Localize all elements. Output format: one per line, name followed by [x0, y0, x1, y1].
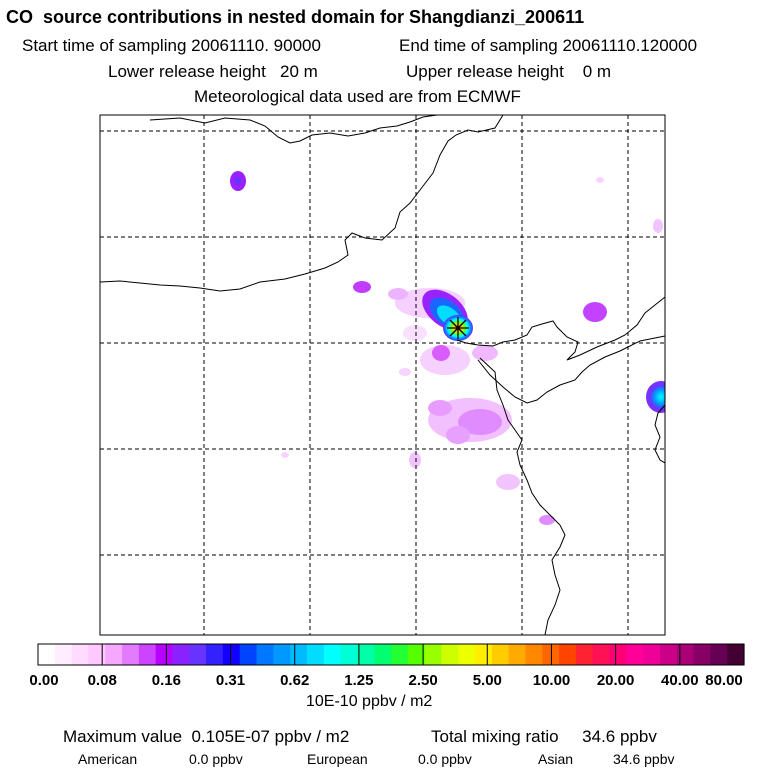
map-frame: [99, 114, 666, 636]
color-bar-swatch: [189, 644, 207, 665]
american-label: American: [78, 751, 138, 767]
color-bar-swatch: [508, 644, 527, 665]
color-bar-swatch: [391, 644, 409, 665]
color-bar-swatch: [458, 644, 476, 665]
color-bar-swatch: [609, 644, 627, 665]
color-bar-swatch: [575, 644, 594, 665]
start-time-label: Start time of sampling 20061110. 90000: [22, 36, 321, 55]
american-value: 0.0 ppbv: [189, 751, 243, 767]
color-bar-swatch: [441, 644, 459, 665]
color-bar-swatch: [105, 644, 123, 665]
color-bar-swatch: [357, 644, 375, 665]
color-bar-swatch: [626, 644, 644, 665]
color-bar: [38, 644, 745, 665]
met-data-label: Meteorological data used are from ECMWF: [194, 87, 521, 106]
color-bar-tick-label: 0.00: [29, 672, 59, 689]
lower-release-label: Lower release height 20 m: [108, 62, 318, 81]
color-bar-swatch: [323, 644, 342, 665]
color-bar-tick-label: 20.00: [596, 672, 635, 689]
color-bar-tick-label: 2.50: [408, 672, 438, 689]
plot-title: CO source contributions in nested domain…: [6, 7, 585, 27]
european-label: European: [307, 751, 368, 767]
coastlines-borders: [100, 115, 665, 635]
color-bar-swatch: [374, 644, 392, 665]
european-value: 0.0 ppbv: [418, 751, 472, 767]
color-bar-swatch: [239, 644, 258, 665]
color-bar-swatch: [592, 644, 611, 665]
color-bar-swatch: [122, 644, 140, 665]
color-bar-swatch: [273, 644, 291, 665]
color-bar-swatch: [559, 644, 577, 665]
color-bar-frame: [37, 643, 745, 666]
color-bar-swatch: [340, 644, 358, 665]
color-bar-tick-label: 0.31: [215, 672, 246, 689]
color-bar-tick-label: 1.25: [344, 672, 374, 689]
color-bar-swatch: [290, 644, 308, 665]
color-bar-swatch: [525, 644, 543, 665]
contribution-field: [230, 171, 665, 525]
color-bar-swatch: [643, 644, 661, 665]
color-bar-swatch: [88, 644, 106, 665]
color-bar-swatch: [38, 644, 56, 665]
color-bar-swatch: [693, 644, 711, 665]
color-bar-swatch: [727, 644, 745, 665]
map-content: [100, 115, 665, 635]
color-bar-tick-label: 40.00: [661, 672, 699, 689]
color-bar-tick-label: 0.62: [280, 672, 310, 689]
color-bar-swatch: [256, 644, 274, 665]
upper-release-label: Upper release height 0 m: [406, 62, 612, 81]
color-bar-swatch: [206, 644, 224, 665]
color-bar-tick-label: 10.00: [532, 672, 571, 689]
receptor-star-icon: [447, 317, 469, 339]
end-time-label: End time of sampling 20061110.120000: [399, 36, 698, 55]
color-bar-swatch: [138, 644, 157, 665]
color-bar-tick-label: 0.08: [87, 672, 117, 689]
asian-label: Asian: [538, 751, 574, 767]
lat-lon-grid: [100, 115, 665, 635]
color-bar-swatch: [659, 644, 678, 665]
color-bar-swatch: [222, 644, 241, 665]
color-bar-swatch: [710, 644, 728, 665]
color-bar-tick-label: 5.00: [472, 672, 502, 689]
color-bar-units: 10E-10 ppbv / m2: [306, 693, 433, 710]
color-bar-dividers: [101, 644, 681, 665]
maximum-value-label: Maximum value 0.105E-07 ppbv / m2: [63, 727, 350, 746]
color-bar-swatch: [172, 644, 190, 665]
asian-value: 34.6 ppbv: [613, 751, 675, 767]
color-bar-tick-label: 80.00: [705, 672, 743, 689]
color-bar-tick-label: 0.16: [151, 672, 181, 689]
color-bar-swatch: [155, 644, 174, 665]
color-bar-swatch: [491, 644, 510, 665]
color-bar-swatch: [71, 644, 90, 665]
color-bar-swatch: [475, 644, 493, 665]
color-bar-swatch: [407, 644, 426, 665]
color-bar-swatch: [424, 644, 443, 665]
color-bar-swatch: [54, 644, 73, 665]
color-bar-swatch: [306, 644, 325, 665]
color-bar-swatch: [676, 644, 695, 665]
total-mixing-ratio-label: Total mixing ratio 34.6 ppbv: [431, 727, 657, 746]
